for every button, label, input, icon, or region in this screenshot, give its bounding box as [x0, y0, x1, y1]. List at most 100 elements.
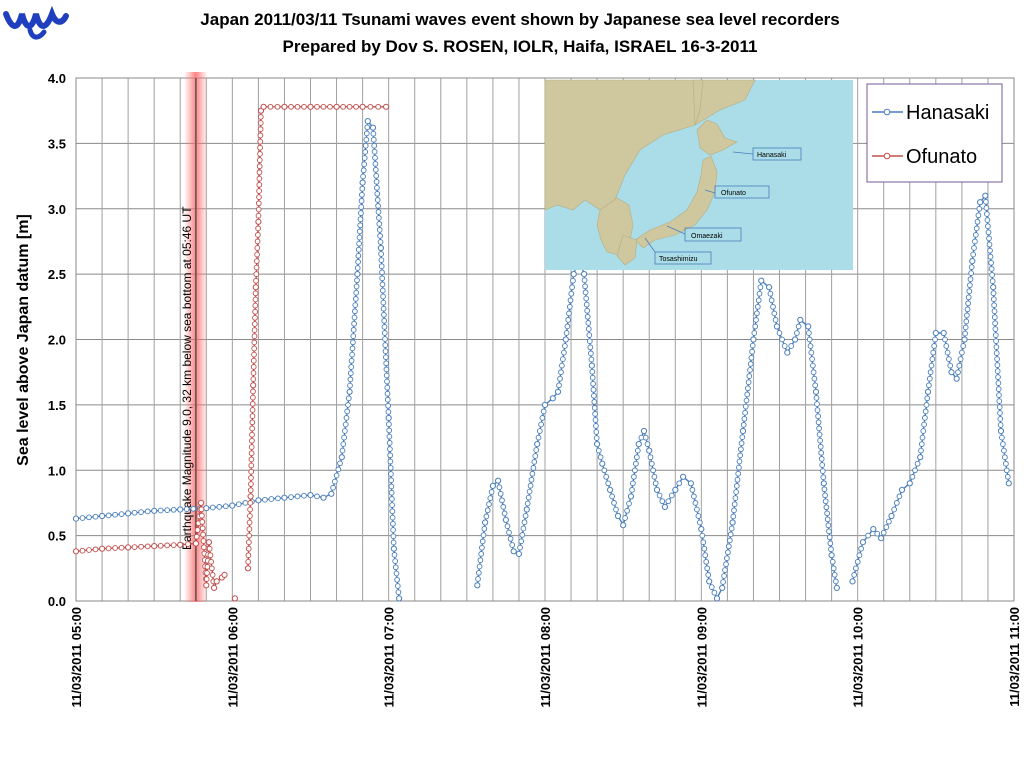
sample-marker-hanasaki [968, 264, 975, 270]
sample-marker-ofunato [245, 552, 252, 559]
sample-marker-hanasaki [517, 544, 523, 551]
sample-marker-hanasaki [733, 489, 739, 495]
sample-marker-ofunato [250, 364, 257, 370]
sample-marker-hanasaki [356, 234, 363, 241]
sample-marker-ofunato [252, 290, 259, 297]
sample-marker-hanasaki [390, 520, 396, 527]
x-tick-label: 11/03/2011 11:00 [1007, 607, 1022, 707]
inset-map-asia-mainland [544, 79, 756, 211]
sample-marker-hanasaki [737, 452, 744, 459]
sample-marker-hanasaki [768, 297, 775, 304]
sample-marker-hanasaki [964, 312, 970, 319]
sample-marker-hanasaki [647, 454, 654, 461]
sample-marker-hanasaki [694, 506, 700, 513]
sample-marker-ofunato [204, 570, 210, 576]
sample-marker-hanasaki [519, 532, 526, 538]
sample-marker-hanasaki [912, 467, 918, 474]
sample-marker-hanasaki [337, 460, 343, 467]
sample-marker-hanasaki [529, 470, 536, 477]
sample-marker-hanasaki [372, 154, 378, 161]
sample-marker-hanasaki [795, 323, 802, 330]
sample-marker-ofunato [199, 512, 205, 519]
sample-marker-hanasaki [157, 507, 164, 514]
data-point-hanasaki [969, 258, 976, 265]
sample-marker-hanasaki [742, 409, 748, 416]
sample-marker-hanasaki [880, 529, 887, 536]
sample-marker-hanasaki [384, 384, 391, 391]
sample-marker-hanasaki [779, 336, 785, 343]
sample-marker-hanasaki [570, 277, 576, 284]
sample-marker-hanasaki [79, 515, 86, 521]
sample-marker-hanasaki [742, 403, 749, 410]
sample-marker-hanasaki [477, 557, 484, 564]
series-line-hanasaki [75, 119, 1010, 601]
sample-marker-hanasaki [724, 555, 730, 562]
sample-marker-hanasaki [364, 124, 371, 131]
sample-marker-hanasaki [701, 545, 708, 552]
sample-marker-ofunato [375, 103, 382, 110]
sample-marker-hanasaki [826, 534, 833, 541]
sample-marker-hanasaki [744, 391, 751, 398]
sample-marker-hanasaki [357, 222, 364, 229]
sample-marker-hanasaki [622, 515, 628, 521]
sample-marker-hanasaki [535, 434, 542, 441]
sample-marker-ofunato [327, 103, 333, 110]
sample-marker-ofunato [251, 321, 258, 327]
sample-marker-hanasaki [522, 512, 529, 519]
sample-marker-hanasaki [540, 408, 547, 415]
data-point-hanasaki [594, 441, 601, 448]
sample-marker-hanasaki [386, 427, 393, 434]
sample-marker-hanasaki [642, 434, 649, 441]
sample-marker-ofunato [253, 271, 260, 277]
data-point-hanasaki [364, 118, 371, 125]
sample-marker-ofunato [138, 543, 144, 550]
sample-marker-ofunato [256, 181, 263, 188]
sample-marker-hanasaki [500, 504, 507, 510]
sample-marker-ofunato [256, 157, 263, 163]
sample-marker-hanasaki [650, 467, 656, 474]
sample-marker-ofunato [208, 558, 214, 565]
sample-marker-hanasaki [330, 484, 336, 491]
sample-marker-ofunato [254, 245, 261, 251]
data-point-hanasaki [859, 539, 867, 546]
sample-marker-ofunato [144, 543, 151, 550]
sample-marker-hanasaki [668, 492, 675, 499]
sample-marker-hanasaki [986, 235, 992, 242]
sample-marker-ofunato [253, 277, 259, 284]
sample-marker-ofunato [353, 103, 359, 110]
data-point-hanasaki [932, 329, 939, 337]
sample-marker-hanasaki [990, 290, 997, 297]
sample-marker-hanasaki [242, 500, 249, 506]
sample-marker-hanasaki [751, 330, 758, 336]
data-point-ofunato [255, 218, 262, 225]
sample-marker-hanasaki [923, 402, 930, 408]
data-point-hanasaki [515, 550, 523, 558]
sample-marker-hanasaki [374, 184, 380, 191]
data-point-hanasaki [773, 323, 781, 330]
sample-marker-hanasaki [918, 447, 924, 454]
sample-marker-hanasaki [746, 373, 753, 379]
sample-marker-hanasaki [339, 447, 346, 454]
sample-marker-hanasaki [808, 349, 815, 356]
sample-marker-hanasaki [957, 356, 964, 362]
series-layer [72, 103, 1012, 602]
sample-marker-hanasaki [609, 493, 615, 500]
data-point-ofunato [252, 284, 259, 291]
sample-marker-hanasaki [360, 167, 367, 174]
data-point-hanasaki [982, 192, 989, 199]
sample-marker-hanasaki [383, 354, 389, 361]
data-point-ofunato [192, 540, 199, 547]
sample-marker-hanasaki [348, 357, 355, 364]
sample-marker-hanasaki [605, 480, 612, 487]
sample-marker-hanasaki [752, 323, 759, 330]
data-point-hanasaki [898, 486, 906, 493]
data-point-hanasaki [680, 473, 687, 480]
data-point-hanasaki [729, 519, 736, 526]
data-point-hanasaki [672, 486, 679, 493]
sample-marker-hanasaki [595, 447, 602, 454]
data-point-hanasaki [739, 427, 747, 435]
sample-marker-hanasaki [585, 326, 592, 332]
sample-marker-hanasaki [533, 447, 540, 453]
sample-marker-hanasaki [363, 136, 370, 143]
sample-marker-hanasaki [919, 434, 926, 441]
